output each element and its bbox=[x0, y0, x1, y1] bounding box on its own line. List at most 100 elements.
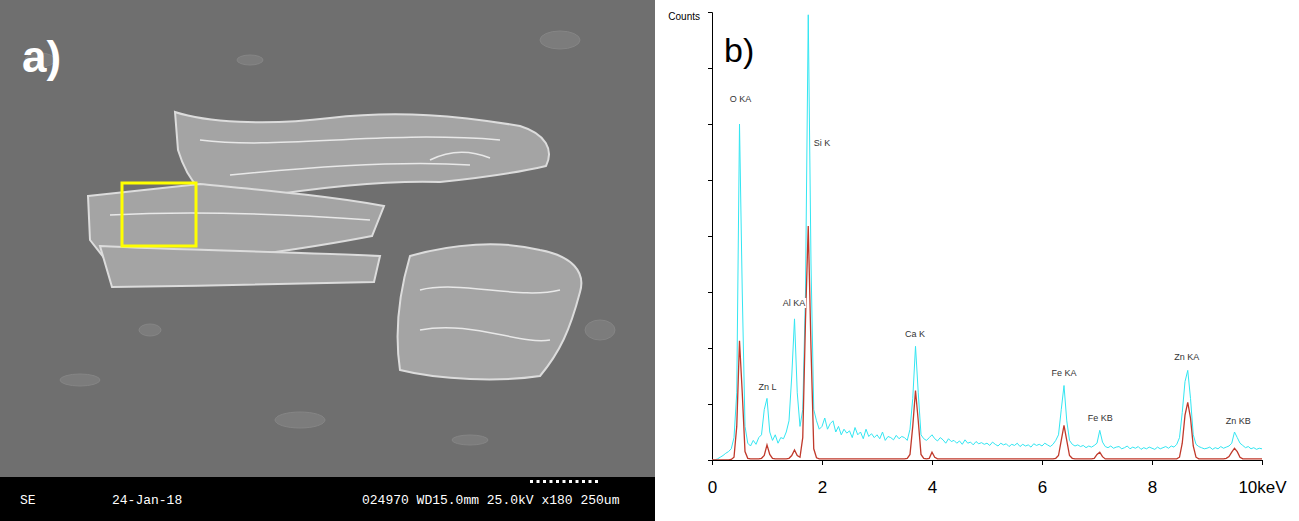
fit-line bbox=[712, 226, 1262, 460]
y-tick-mark bbox=[708, 12, 712, 13]
x-tick-label: 2 bbox=[818, 478, 827, 497]
x-tick-mark bbox=[1152, 460, 1153, 465]
y-tick bbox=[708, 180, 712, 181]
scale-dot bbox=[595, 480, 598, 483]
y-tick bbox=[708, 12, 712, 13]
x-tick-mark bbox=[822, 460, 823, 465]
y-tick-mark bbox=[708, 348, 712, 349]
figure: a) SE 24-Jan-18 024970 WD15.0mm 25.0kV x180… bbox=[0, 0, 1299, 521]
sem-panel: a) SE 24-Jan-18 024970 WD15.0mm 25.0kV x180… bbox=[0, 0, 655, 521]
x-tick: 4 bbox=[928, 460, 937, 497]
y-tick-mark bbox=[708, 68, 712, 69]
peak-label-text: Al KA bbox=[783, 298, 806, 308]
particle-edge bbox=[200, 137, 500, 143]
scale-dot bbox=[569, 480, 572, 483]
spectrum-panel: 0246810keVCountsb)O KAZn LAl KASi KCa KF… bbox=[668, 11, 1287, 497]
peak-label-text: Fe KB bbox=[1088, 413, 1113, 423]
scale-dot bbox=[576, 480, 579, 483]
peak-label: Zn KA bbox=[1173, 352, 1200, 362]
info-text: 24-Jan-18 bbox=[112, 493, 182, 508]
particle-edge bbox=[230, 163, 470, 175]
y-axis-title: Counts bbox=[668, 11, 700, 22]
x-tick-label: 10keV bbox=[1238, 478, 1287, 497]
peak-label-text: Ca K bbox=[905, 329, 925, 339]
particle bbox=[100, 246, 380, 287]
peak-label: Zn KB bbox=[1225, 416, 1252, 426]
x-tick: 2 bbox=[818, 460, 827, 497]
peak-label: Si K bbox=[813, 138, 832, 148]
info-text: SE bbox=[20, 493, 36, 508]
y-tick-mark bbox=[708, 124, 712, 125]
y-axis-line bbox=[708, 13, 713, 461]
x-axis: 0 2 4 6 8 10keV bbox=[708, 460, 1287, 497]
y-tick-mark bbox=[708, 404, 712, 405]
scale-dot bbox=[582, 480, 585, 483]
particle-edge bbox=[430, 152, 490, 160]
scale-dot bbox=[589, 480, 592, 483]
peak-label: Fe KA bbox=[1050, 368, 1077, 378]
x-tick-label: 6 bbox=[1038, 478, 1047, 497]
y-tick-mark bbox=[708, 460, 712, 461]
y-tick-mark bbox=[708, 180, 712, 181]
y-tick bbox=[708, 460, 712, 461]
peak-label-text: Zn KB bbox=[1226, 416, 1251, 426]
plot-area bbox=[712, 15, 1262, 460]
x-tick: 0 bbox=[708, 460, 717, 497]
x-tick: 6 bbox=[1038, 460, 1047, 497]
peak-label-text: O KA bbox=[730, 94, 752, 104]
label-patch bbox=[813, 138, 832, 148]
particle-edge bbox=[420, 287, 560, 293]
sem-speck bbox=[139, 324, 161, 336]
scale-dot bbox=[530, 480, 533, 483]
x-tick-mark bbox=[1042, 460, 1043, 465]
x-tick-mark bbox=[1262, 460, 1263, 465]
y-tick bbox=[708, 404, 712, 405]
y-axis bbox=[708, 13, 713, 461]
info-bar bbox=[0, 477, 655, 521]
peak-labels: O KA Zn L Al KA Si K Ca K Fe KA Fe KB Zn KA Zn K… bbox=[729, 94, 1252, 426]
sem-speck bbox=[452, 435, 488, 445]
x-tick-label: 4 bbox=[928, 478, 937, 497]
peak-label: O KA bbox=[729, 94, 753, 104]
x-tick-label: 0 bbox=[708, 478, 717, 497]
peak-label: Al KA bbox=[782, 298, 807, 308]
sem-speck bbox=[237, 55, 263, 65]
peak-label-text: Fe KA bbox=[1051, 368, 1076, 378]
spectrum-line bbox=[712, 15, 1262, 460]
y-tick bbox=[708, 348, 712, 349]
peak-label-text: Zn KA bbox=[1174, 352, 1199, 362]
label-patch bbox=[782, 298, 807, 308]
y-tick-mark bbox=[708, 292, 712, 293]
y-tick bbox=[708, 236, 712, 237]
label-patch bbox=[729, 94, 753, 104]
y-tick bbox=[708, 124, 712, 125]
label-patch bbox=[1173, 352, 1200, 362]
panel-label: a) bbox=[22, 32, 61, 81]
peak-label: Fe KB bbox=[1087, 413, 1114, 423]
x-tick-label: 8 bbox=[1148, 478, 1157, 497]
x-tick: 8 bbox=[1148, 460, 1157, 497]
y-tick-mark bbox=[708, 236, 712, 237]
sem-speck bbox=[60, 374, 100, 386]
x-axis-line bbox=[713, 461, 1263, 466]
peak-label-text: Zn L bbox=[759, 382, 777, 392]
selection-box bbox=[122, 183, 196, 246]
label-patch bbox=[904, 329, 926, 339]
y-tick bbox=[708, 68, 712, 69]
sem-background bbox=[0, 0, 655, 477]
label-patch bbox=[1050, 368, 1077, 378]
sem-speck bbox=[585, 320, 615, 340]
scale-dot bbox=[543, 480, 546, 483]
info-text: 024970 WD15.0mm 25.0kV x180 250um bbox=[362, 493, 620, 508]
x-tick-mark bbox=[932, 460, 933, 465]
label-patch bbox=[1225, 416, 1252, 426]
scale-dot bbox=[550, 480, 553, 483]
x-tick: 10keV bbox=[1238, 460, 1287, 497]
label-patch bbox=[1087, 413, 1114, 423]
scale-dot bbox=[556, 480, 559, 483]
particle-edge bbox=[420, 328, 550, 341]
particle bbox=[398, 244, 582, 379]
peak-label-text: Si K bbox=[814, 138, 831, 148]
y-tick bbox=[708, 292, 712, 293]
peak-label: Zn L bbox=[758, 382, 778, 392]
